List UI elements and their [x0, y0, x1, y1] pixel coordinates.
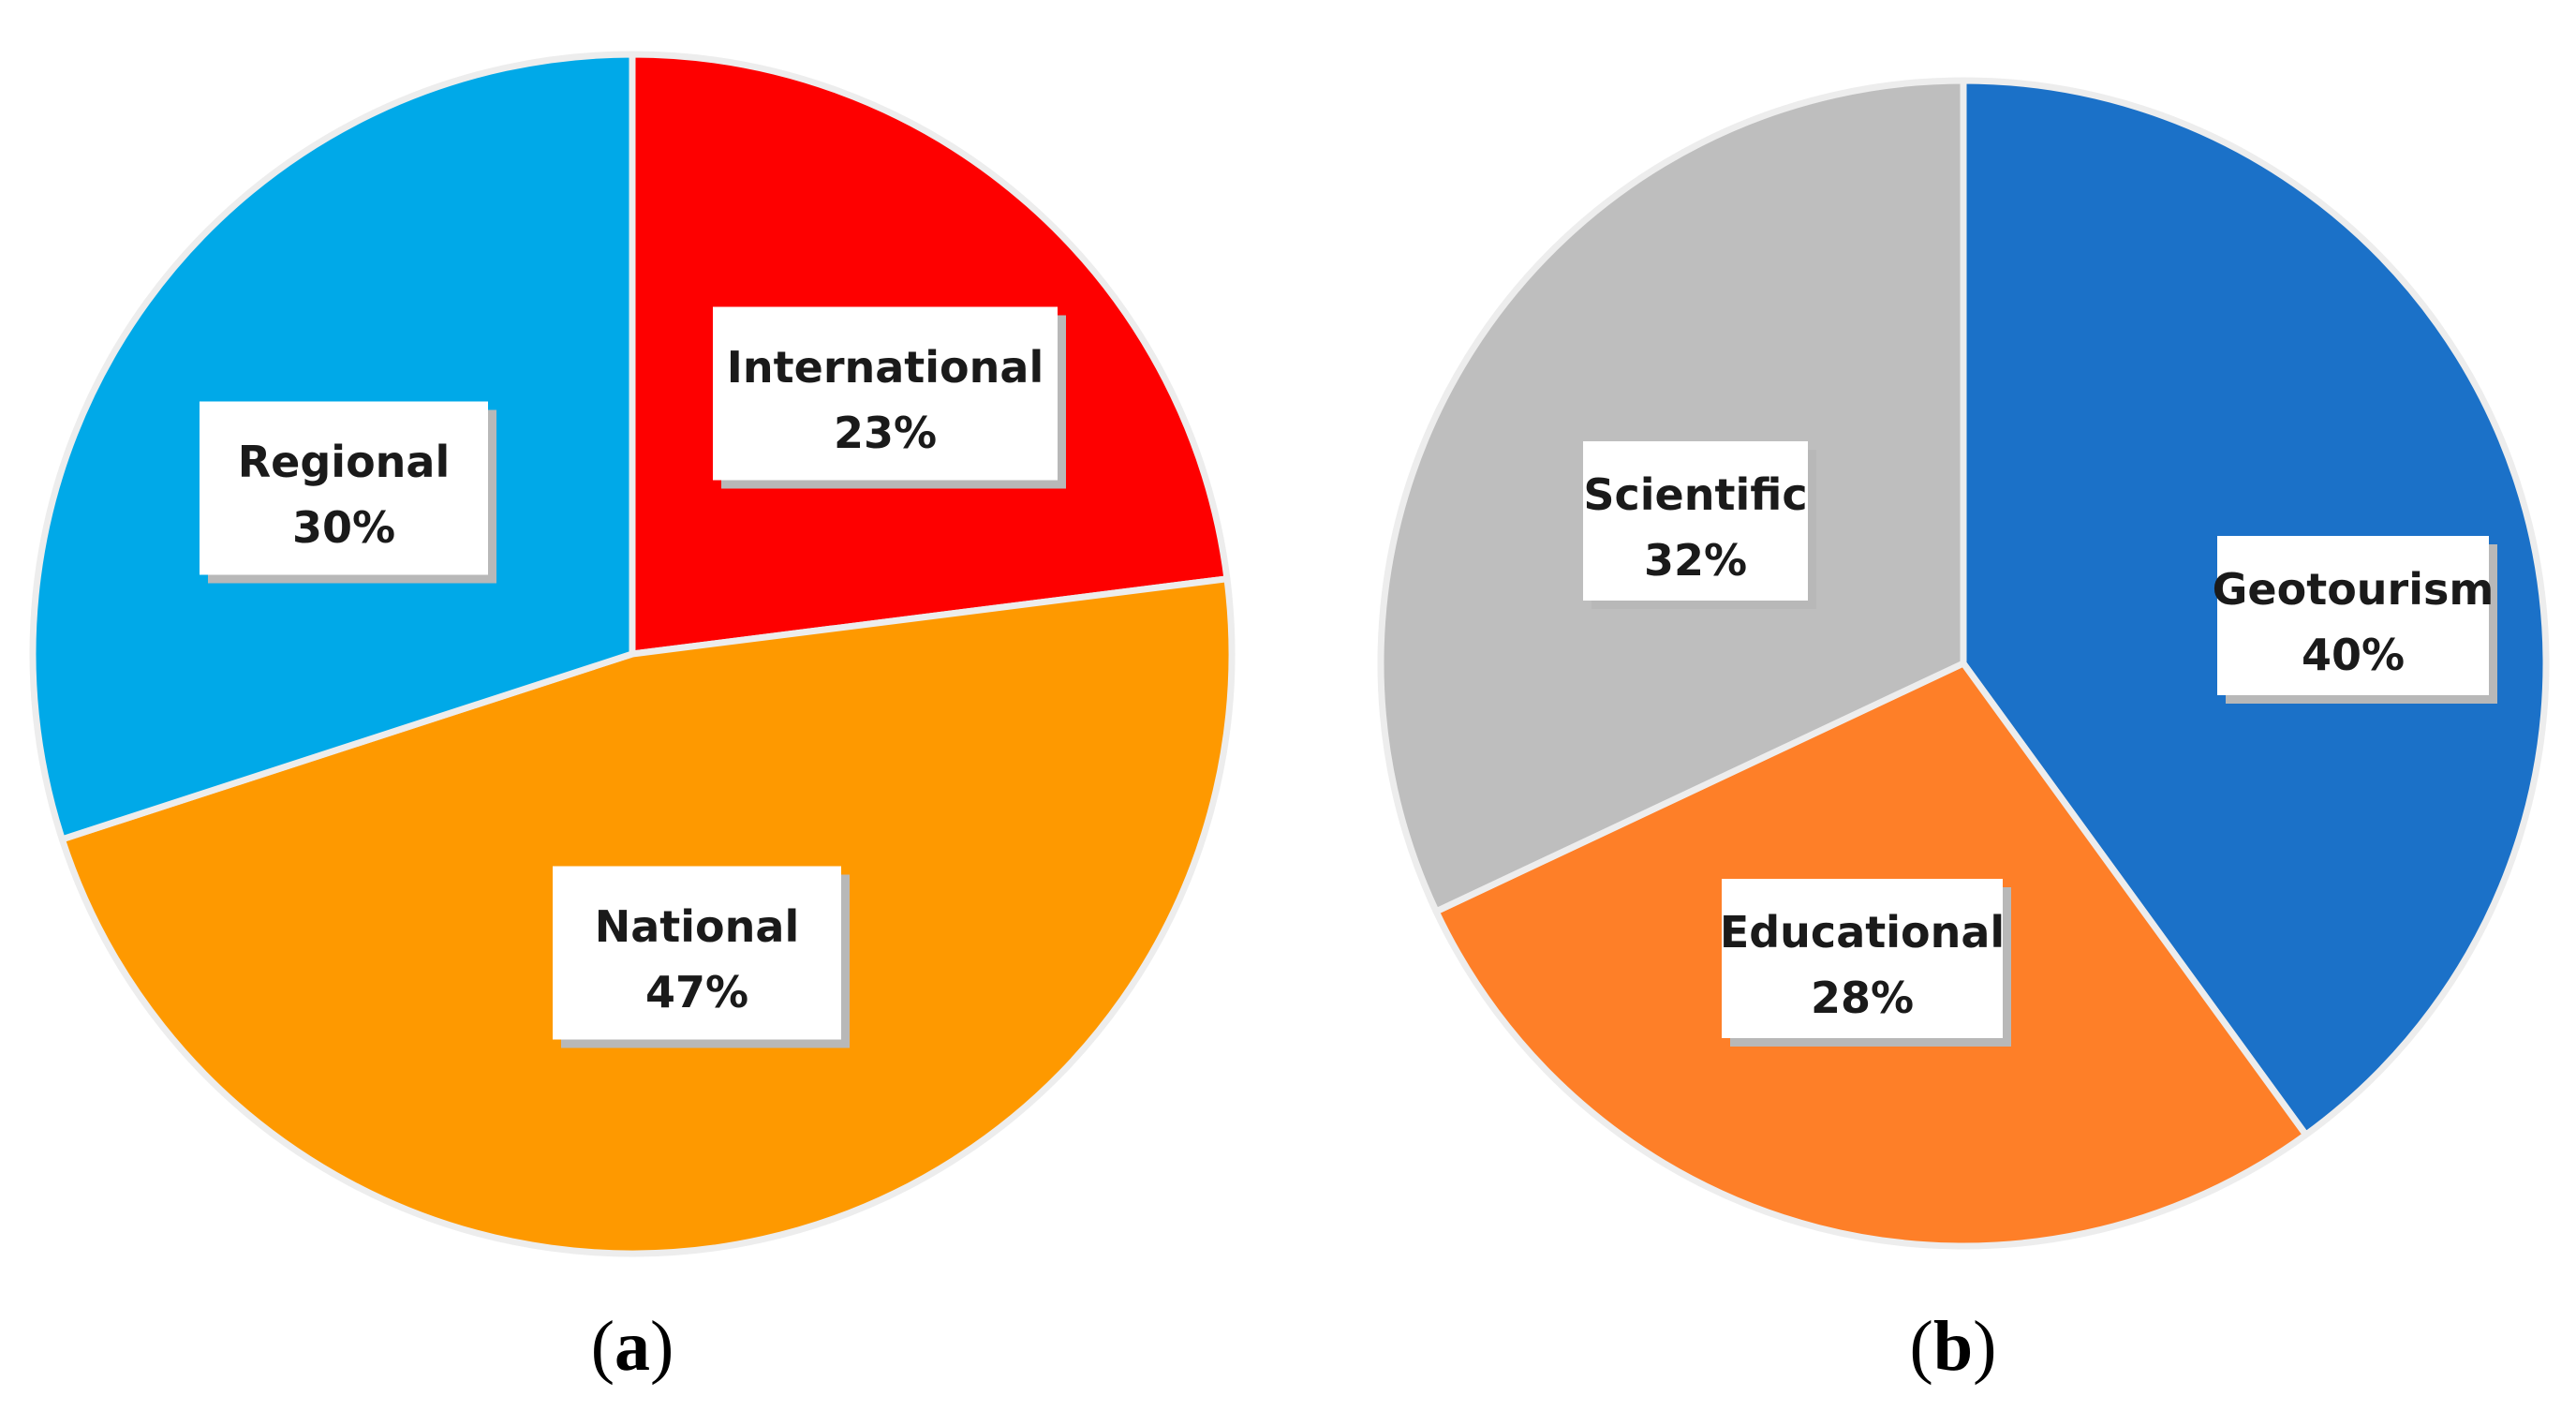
data-label-box — [553, 866, 841, 1040]
data-label-box — [713, 306, 1058, 481]
data-label-category: National — [595, 901, 799, 952]
data-label-value: 32% — [1644, 535, 1747, 586]
pie-labels: Geotourism 40% Educational 28% Scientific 32% — [1583, 441, 2497, 1047]
pie-slices — [29, 51, 1236, 1257]
data-label-value: 23% — [834, 408, 937, 458]
panel-caption-b: (b) — [1910, 1307, 1997, 1386]
data-label-category: Geotourism — [2213, 564, 2495, 615]
data-label-international: International 23% — [713, 306, 1066, 489]
pie-chart-a: International 23% National 47% Regional 30% — [29, 51, 1236, 1257]
data-label-category: Regional — [238, 437, 450, 487]
data-label-category: International — [727, 342, 1044, 393]
data-label-regional: Regional 30% — [200, 401, 496, 584]
data-label-category: Scientific — [1583, 469, 1807, 520]
pie-chart-b: Geotourism 40% Educational 28% Scientific 32% — [1377, 77, 2550, 1250]
data-label-national: National 47% — [553, 866, 850, 1048]
data-label-value: 28% — [1811, 973, 1914, 1023]
data-label-box — [1583, 441, 1808, 601]
data-label-scientific: Scientific 32% — [1583, 441, 1816, 609]
panel-caption-a-letter: a — [614, 1307, 650, 1386]
data-label-value: 30% — [292, 502, 395, 553]
data-label-box — [200, 401, 488, 575]
data-label-geotourism: Geotourism 40% — [2213, 536, 2497, 704]
panel-caption-a: (a) — [591, 1307, 674, 1386]
panel-caption-b-letter: b — [1933, 1307, 1973, 1386]
data-label-value: 40% — [2302, 630, 2405, 680]
data-label-educational: Educational 28% — [1720, 879, 2011, 1047]
data-label-value: 47% — [645, 967, 748, 1017]
data-label-category: Educational — [1720, 907, 2005, 958]
pie-labels: International 23% National 47% Regional 30% — [200, 306, 1066, 1048]
data-label-box — [2217, 536, 2489, 695]
data-label-box — [1722, 879, 2003, 1038]
